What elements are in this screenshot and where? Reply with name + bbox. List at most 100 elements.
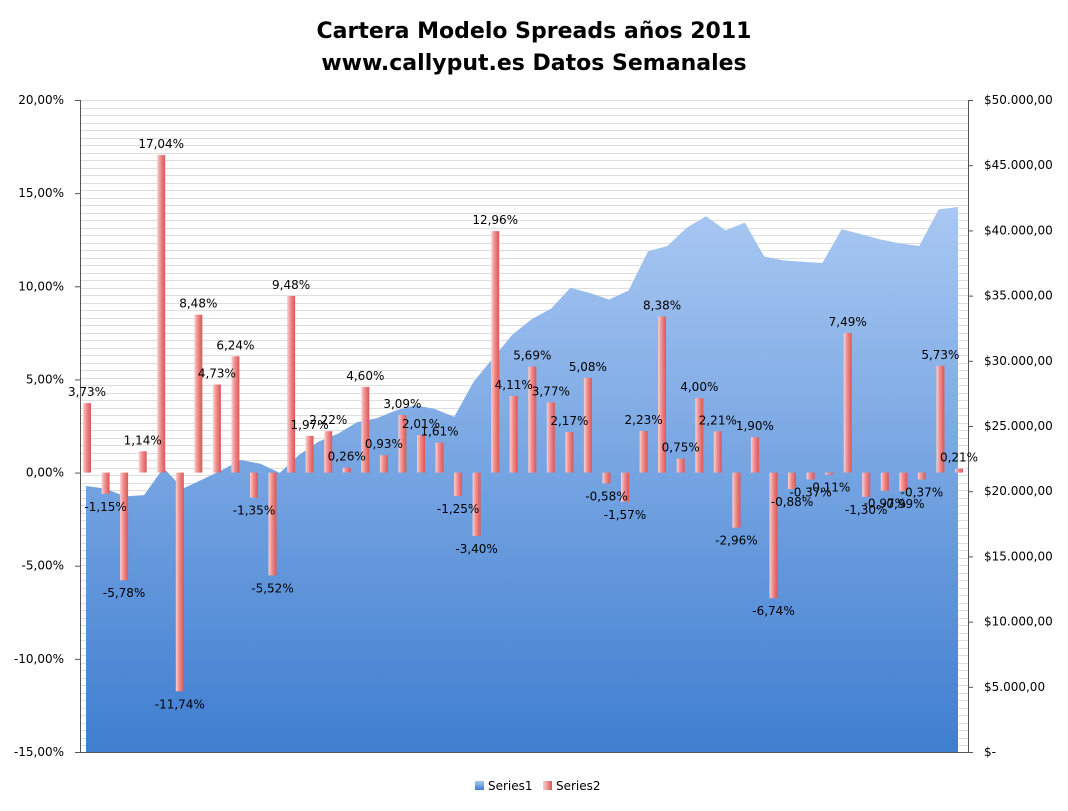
series2-data-label: 4,00% xyxy=(680,380,718,394)
series2-bar xyxy=(509,396,518,473)
chart-title: Cartera Modelo Spreads años 2011 xyxy=(317,19,752,44)
series2-bar xyxy=(713,431,722,473)
series2-bar xyxy=(602,472,611,484)
right-tick-label: $35.000,00 xyxy=(984,289,1053,303)
series2-bar xyxy=(676,458,685,473)
series2-data-label: -6,74% xyxy=(752,604,794,618)
series2-bar xyxy=(917,472,926,480)
series2-bar xyxy=(194,314,203,473)
chart-subtitle: www.callyput.es Datos Semanales xyxy=(321,51,746,76)
series2-data-label: -0,37% xyxy=(789,486,831,500)
series2-data-label: 1,61% xyxy=(420,425,458,439)
legend-swatch-series2 xyxy=(543,781,552,790)
series2-bar xyxy=(491,231,500,473)
series2-data-label: 5,69% xyxy=(513,349,551,363)
series2-bar xyxy=(435,442,444,473)
left-tick-label: -15,00% xyxy=(14,745,64,759)
series2-bar xyxy=(157,155,166,473)
right-tick-label: $- xyxy=(984,745,996,759)
series2-data-label: -0,11% xyxy=(808,481,850,495)
series2-bar xyxy=(843,333,852,473)
left-tick-label: -10,00% xyxy=(14,652,64,666)
series2-bar xyxy=(639,431,648,473)
legend: Series1 Series2 xyxy=(475,779,601,793)
series2-data-label: 3,09% xyxy=(383,397,421,411)
legend-label-series2: Series2 xyxy=(556,779,601,793)
right-tick-label: $30.000,00 xyxy=(984,354,1053,368)
series2-data-label: 2,01% xyxy=(402,417,440,431)
series2-bar xyxy=(101,472,110,494)
series2-data-label: -0,88% xyxy=(771,495,813,509)
series2-data-label: -5,52% xyxy=(251,581,293,595)
series2-bar xyxy=(583,377,592,473)
series2-data-label: 0,93% xyxy=(365,437,403,451)
series2-bar xyxy=(825,472,834,475)
series2-bar xyxy=(936,365,945,473)
right-tick-label: $20.000,00 xyxy=(984,484,1053,498)
series1-area-layer xyxy=(86,206,958,752)
series2-data-label: 3,77% xyxy=(532,384,570,398)
series2-bar xyxy=(862,472,871,497)
series2-data-label: -0,58% xyxy=(585,489,627,503)
series2-data-label: -5,78% xyxy=(103,586,145,600)
right-tick-label: $50.000,00 xyxy=(984,93,1053,107)
right-tick-label: $25.000,00 xyxy=(984,419,1053,433)
series2-data-label: 4,60% xyxy=(346,369,384,383)
series2-data-label: -3,40% xyxy=(455,542,497,556)
series2-data-label: 5,73% xyxy=(921,348,959,362)
series2-bar xyxy=(955,468,963,473)
series2-bar xyxy=(565,432,574,473)
series2-data-label: -11,74% xyxy=(155,697,205,711)
series2-data-label: -0,99% xyxy=(882,497,924,511)
series2-bar xyxy=(546,402,555,473)
series2-bar xyxy=(324,431,333,473)
series2-data-label: 6,24% xyxy=(216,338,254,352)
right-tick-label: $5.000,00 xyxy=(984,680,1045,694)
series2-data-label: 3,73% xyxy=(68,385,106,399)
series1-area xyxy=(86,206,958,752)
series2-bar xyxy=(454,472,463,496)
series2-data-label: 2,23% xyxy=(625,413,663,427)
right-tick-label: $40.000,00 xyxy=(984,223,1053,237)
series2-bar xyxy=(658,316,667,473)
series2-data-label: 0,21% xyxy=(940,451,978,465)
series2-bar xyxy=(528,366,537,473)
series2-bar xyxy=(899,472,908,491)
right-tick-label: $45.000,00 xyxy=(984,158,1053,172)
series2-bar xyxy=(83,403,91,473)
series2-bar xyxy=(695,398,704,473)
left-tick-label: -5,00% xyxy=(22,559,64,573)
series2-bar xyxy=(769,472,778,599)
series2-data-label: -0,37% xyxy=(901,486,943,500)
series2-bar xyxy=(305,435,314,473)
series2-data-label: 1,14% xyxy=(124,433,162,447)
series2-bars-layer xyxy=(83,155,963,692)
series2-data-label: 8,48% xyxy=(179,297,217,311)
series2-bar xyxy=(379,455,388,473)
series2-data-label: 2,22% xyxy=(309,413,347,427)
series2-bar xyxy=(398,415,407,473)
series2-data-label: 17,04% xyxy=(138,137,184,151)
series2-data-label: 2,21% xyxy=(699,413,737,427)
series2-data-label: 4,11% xyxy=(495,378,533,392)
series2-bar xyxy=(621,472,629,502)
series2-data-label: 12,96% xyxy=(472,213,518,227)
series2-bar xyxy=(732,472,741,528)
series2-bar xyxy=(231,356,240,473)
series2-bar xyxy=(250,472,258,498)
left-axis-ticks: 20,00% 15,00% 10,00% 5,00% 0,00% -5,00% -10,00… xyxy=(14,93,80,759)
series2-data-label: 2,17% xyxy=(550,414,588,428)
series2-bar xyxy=(472,472,481,536)
series2-bar xyxy=(417,435,425,473)
series2-bar xyxy=(750,437,759,473)
series2-data-label: 8,38% xyxy=(643,299,681,313)
left-tick-label: 20,00% xyxy=(18,93,64,107)
series2-bar xyxy=(175,472,184,692)
series2-data-label: 0,75% xyxy=(662,441,700,455)
right-tick-label: $10.000,00 xyxy=(984,615,1053,629)
series2-bar xyxy=(788,472,796,489)
series2-data-label: -1,57% xyxy=(604,508,646,522)
series2-data-labels: 3,73% -1,15% -5,78% 1,14% 17,04% -11,74% 8,48%… xyxy=(68,137,978,711)
